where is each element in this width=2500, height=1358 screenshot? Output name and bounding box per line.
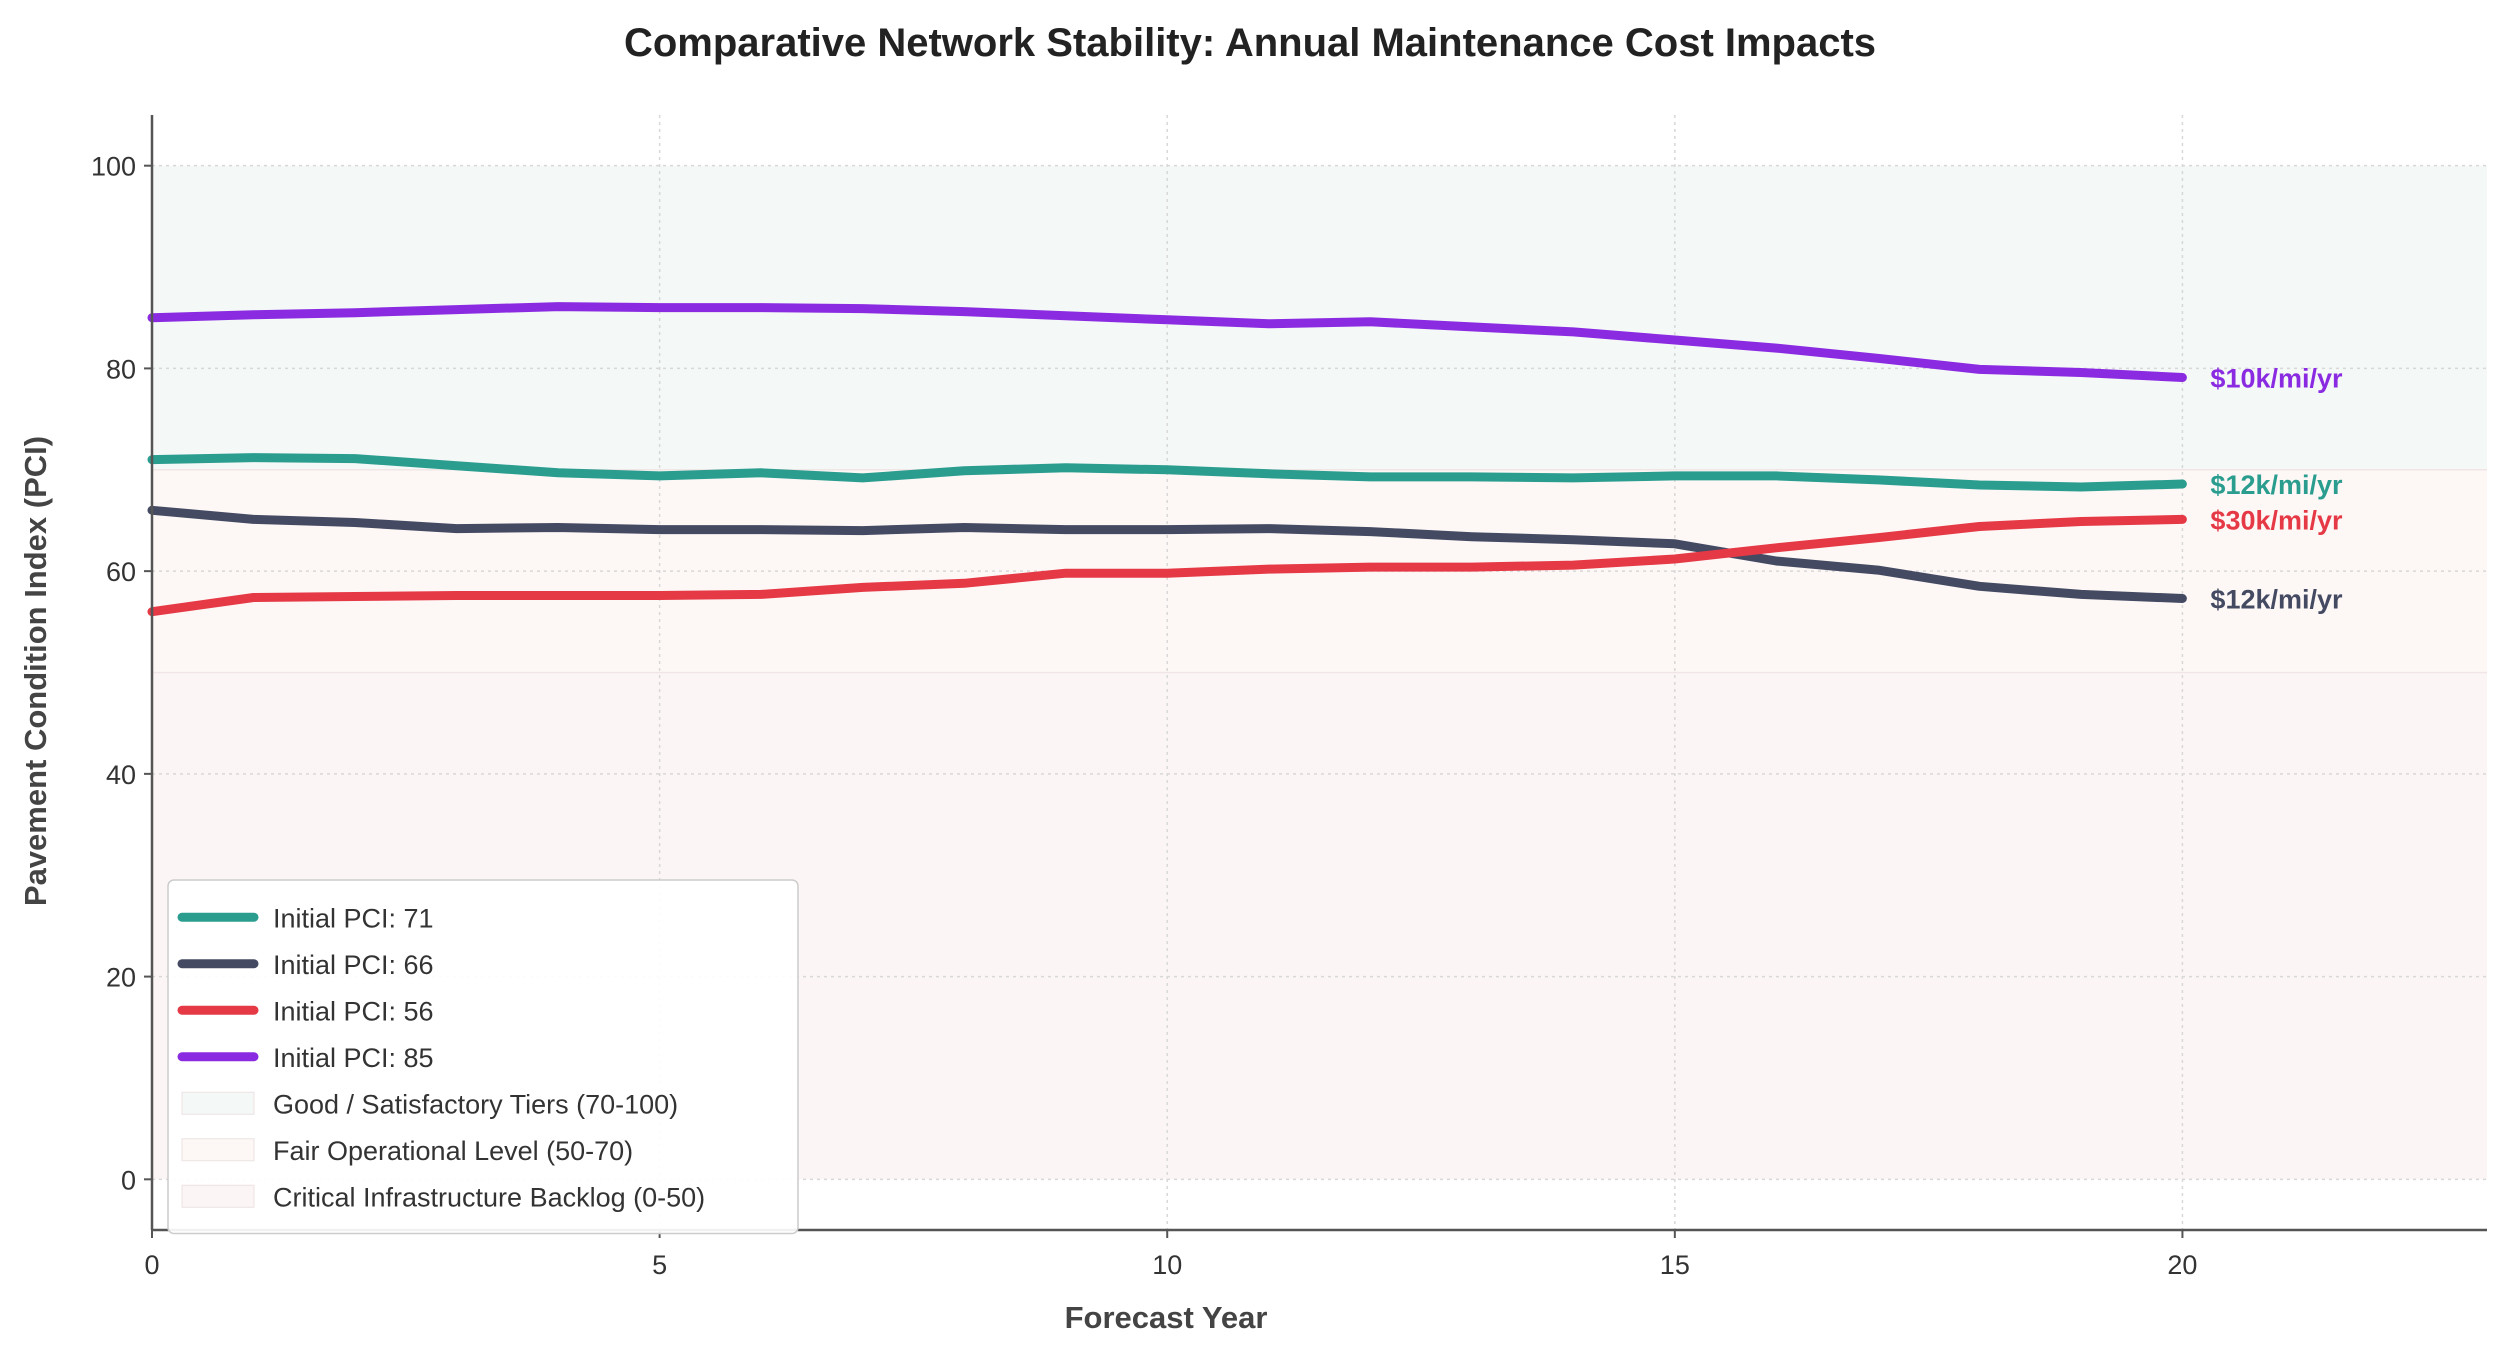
series-line-initial-pci-85: [147, 302, 2187, 382]
x-tick-label: 5: [652, 1250, 667, 1280]
end-label-initial-pci-56: $30k/mi/yr: [2210, 505, 2343, 535]
legend-label-initial-pci-66: Initial PCI: 66: [273, 950, 434, 980]
series-line-initial-pci-66: [147, 505, 2187, 603]
end-label-initial-pci-66: $12k/mi/yr: [2210, 585, 2343, 615]
x-tick-label: 10: [1152, 1250, 1182, 1280]
x-tick-label: 15: [1660, 1250, 1690, 1280]
legend-label-initial-pci-71: Initial PCI: 71: [273, 903, 434, 933]
series-layer: [147, 302, 2187, 617]
end-label-initial-pci-85: $10k/mi/yr: [2210, 364, 2343, 394]
end-labels-layer: $12k/mi/yr $12k/mi/yr $30k/mi/yr $10k/mi/yr: [2210, 364, 2343, 615]
x-tick-label: 0: [144, 1250, 159, 1280]
y-tick-label: 20: [106, 963, 136, 993]
legend-swatch-fair-operational-level-50-70: [181, 1138, 255, 1162]
legend: Initial PCI: 71 Initial PCI: 66 Initial PC…: [167, 879, 799, 1235]
y-axis-label: Pavement Condition Index (PCI): [18, 436, 53, 906]
x-tick-label: 20: [2167, 1250, 2197, 1280]
series-line-initial-pci-56: [147, 514, 2187, 617]
x-axis-label: Forecast Year: [1065, 1300, 1268, 1335]
legend-box: [167, 879, 799, 1235]
legend-swatch-critical-infrastructure-backlog-0-50: [181, 1184, 255, 1208]
end-label-initial-pci-71: $12k/mi/yr: [2210, 470, 2343, 500]
legend-label-critical-infrastructure-backlog-0-50: Critical Infrastructure Backlog (0-50): [273, 1182, 705, 1212]
y-tick-label: 40: [106, 760, 136, 790]
legend-label-initial-pci-56: Initial PCI: 56: [273, 996, 434, 1026]
y-tick-label: 0: [121, 1165, 136, 1195]
legend-label-fair-operational-level-50-70: Fair Operational Level (50-70): [273, 1136, 633, 1166]
band-0: [152, 165, 2487, 470]
legend-label-good-satisfactory-tiers-70-100: Good / Satisfactory Tiers (70-100): [273, 1089, 678, 1119]
legend-label-initial-pci-85: Initial PCI: 85: [273, 1043, 434, 1073]
ticks-layer: 0 5 10 15 20 0 20 40 60 80 100: [91, 152, 2198, 1280]
legend-swatch-good-satisfactory-tiers-70-100: [181, 1091, 255, 1115]
series-line-initial-pci-71: [147, 453, 2187, 492]
chart-title: Comparative Network Stability: Annual Ma…: [624, 21, 1876, 65]
y-tick-label: 100: [91, 152, 136, 182]
y-tick-label: 80: [106, 354, 136, 384]
y-tick-label: 60: [106, 557, 136, 587]
